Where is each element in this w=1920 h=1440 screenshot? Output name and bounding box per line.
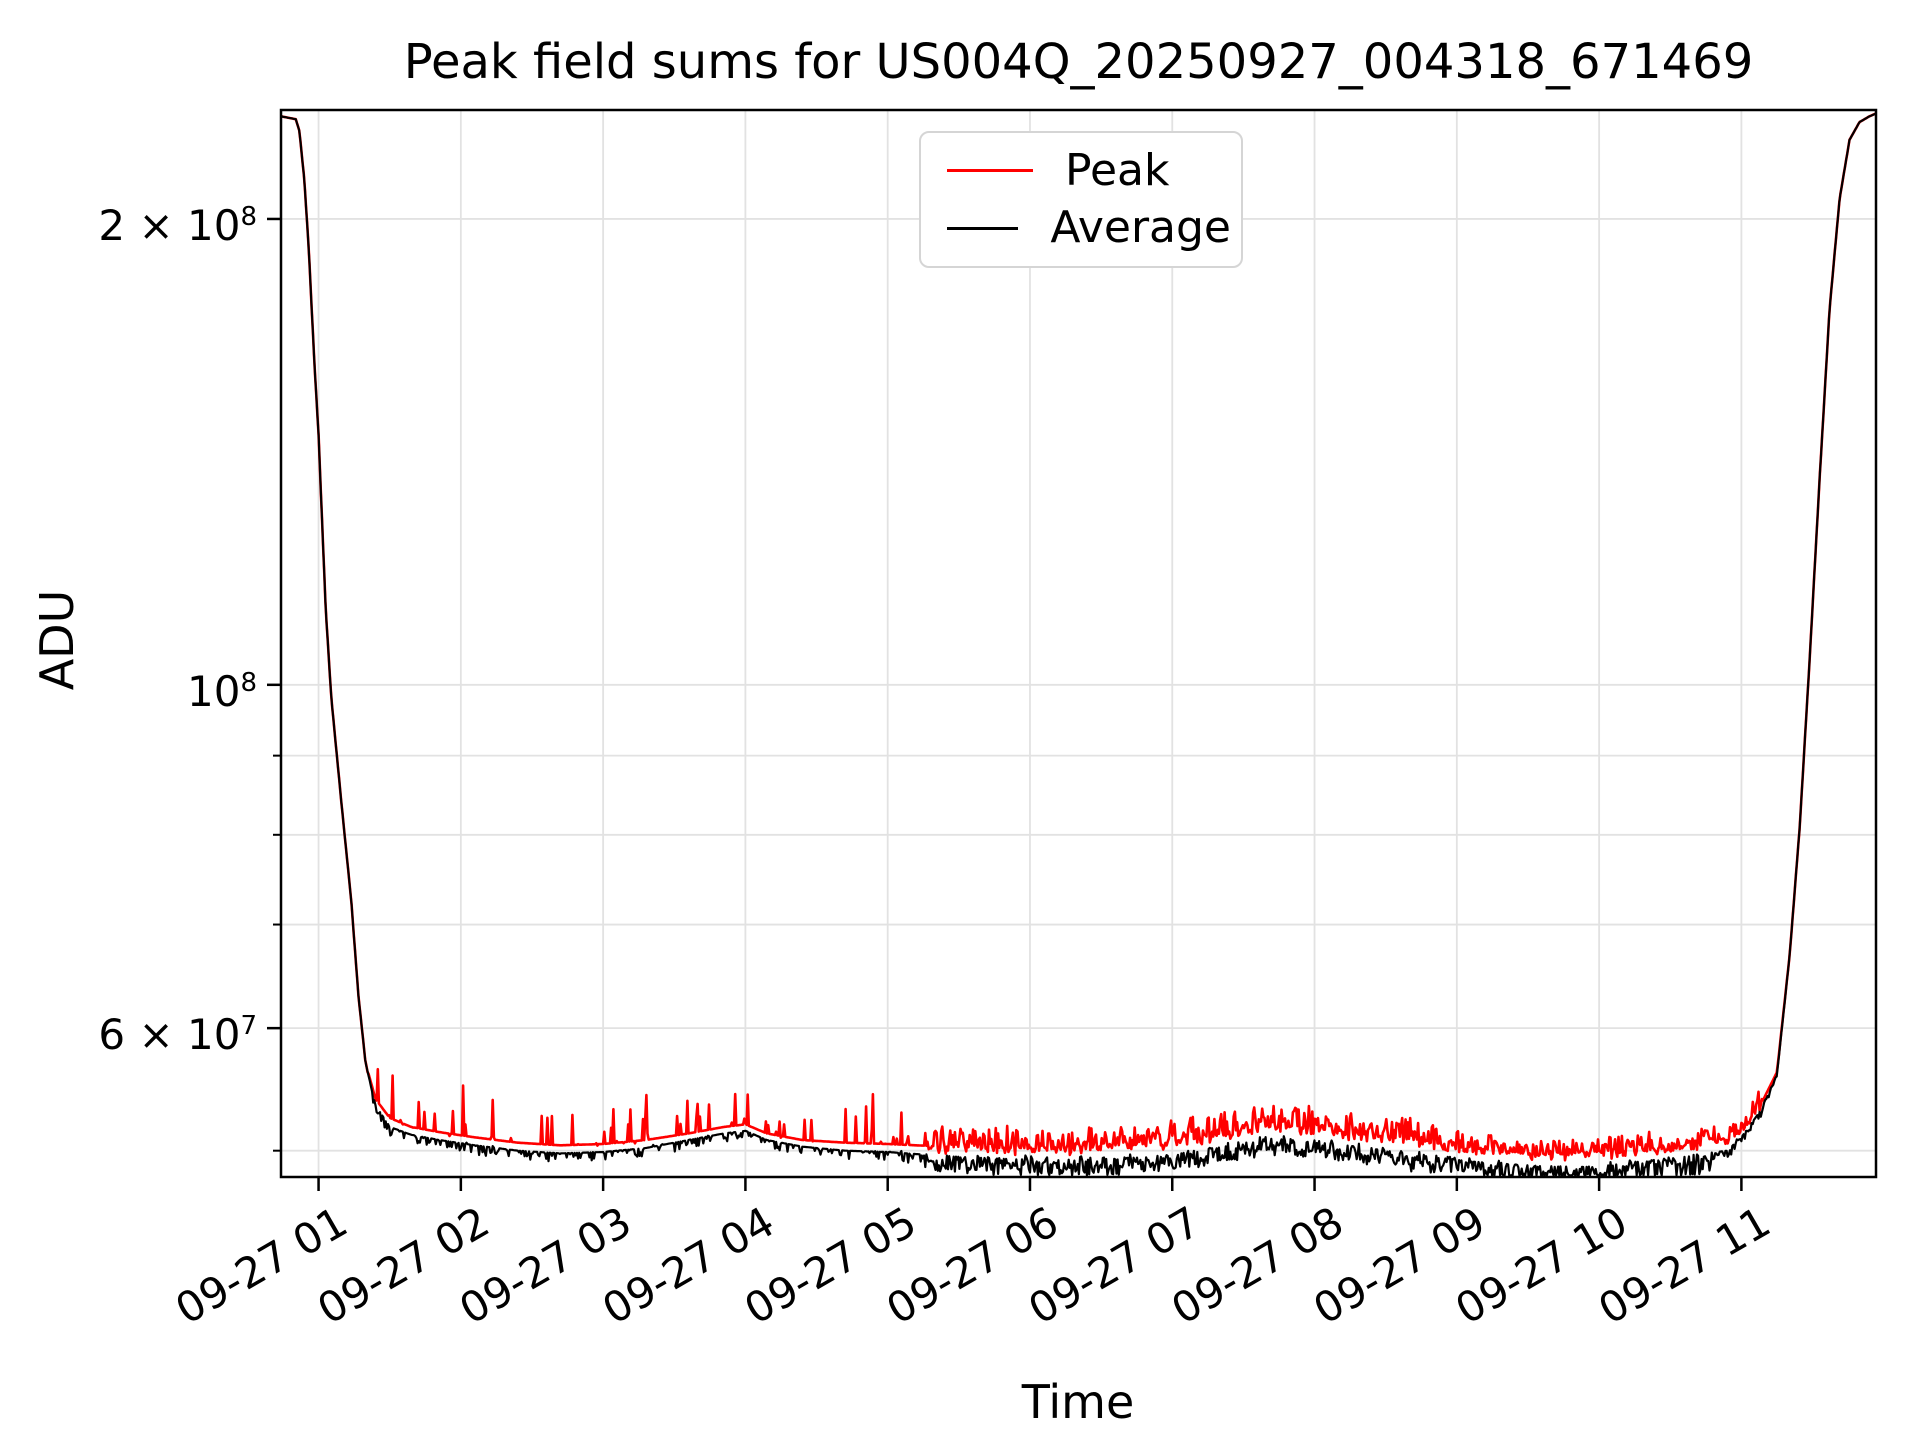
y-tick-label: 6 × 107 <box>98 1010 257 1060</box>
legend-item-peak: Peak <box>947 144 1231 196</box>
chart-title: Peak field sums for US004Q_20250927_0043… <box>403 34 1754 90</box>
x-axis-title: Time <box>1021 1375 1135 1429</box>
peak-line-swatch <box>947 169 1033 173</box>
series-line-average <box>281 112 1876 1177</box>
y-tick-label: 108 <box>186 666 257 716</box>
legend-label-average: Average <box>1050 202 1231 254</box>
series-line-peak <box>281 112 1876 1162</box>
y-tick-label: 2 × 108 <box>98 200 257 250</box>
legend-item-average: Average <box>947 204 1231 252</box>
legend-label-peak: Peak <box>1065 144 1170 196</box>
average-line-swatch <box>947 226 1019 230</box>
legend: Peak Average <box>919 131 1243 268</box>
